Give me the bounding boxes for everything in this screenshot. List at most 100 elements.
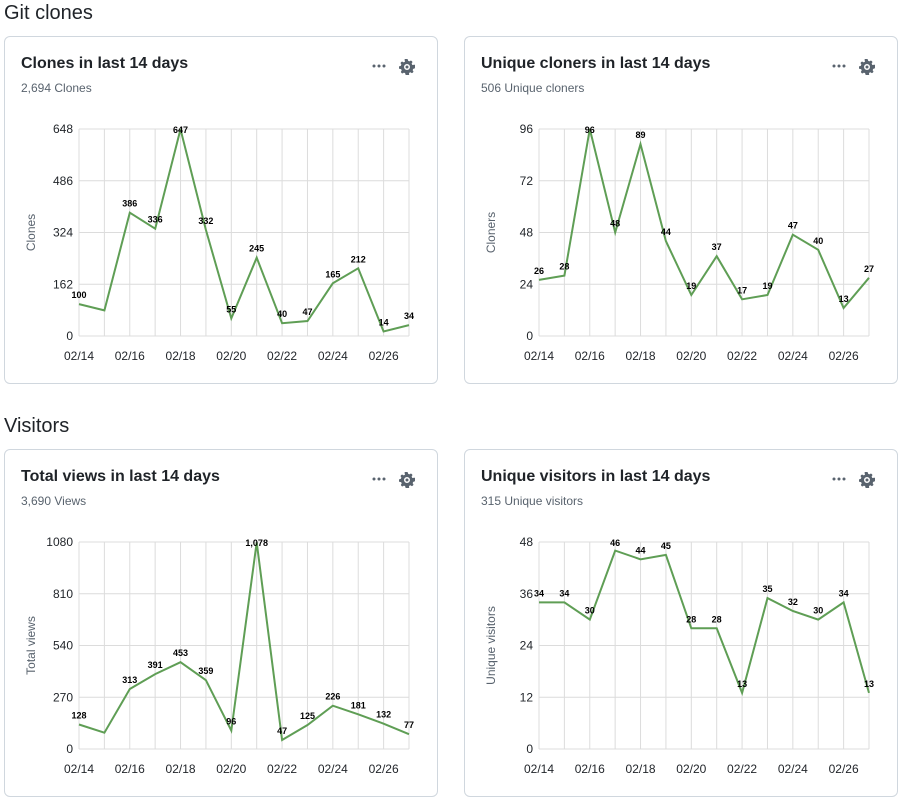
- x-tick-label: 02/16: [575, 762, 605, 776]
- data-label: 89: [636, 130, 646, 140]
- card-title: Unique visitors in last 14 days: [481, 468, 711, 485]
- x-tick-label: 02/16: [115, 762, 145, 776]
- data-label: 55: [226, 304, 236, 314]
- y-axis-label: Cloners: [484, 212, 498, 253]
- unique-visitors-card: Unique visitors in last 14 days 315 Uniq…: [464, 449, 898, 797]
- data-label: 1,078: [245, 538, 268, 548]
- data-label: 313: [122, 675, 137, 685]
- x-tick-label: 02/16: [575, 349, 605, 363]
- data-label: 100: [71, 290, 86, 300]
- data-label: 26: [534, 266, 544, 276]
- data-label: 47: [277, 726, 287, 736]
- series-line: [78, 542, 410, 742]
- clones-card: Clones in last 14 days 2,694 Clones 0 162…: [4, 36, 438, 384]
- y-tick-label: 540: [53, 639, 73, 653]
- kebab-horizontal-icon[interactable]: [369, 57, 389, 75]
- data-label: 13: [864, 679, 874, 689]
- data-label: 132: [376, 710, 391, 720]
- unique-cloners-line-chart: 0 24 48 72 96 02/14 02/16 02/18 02/20 02/22 02/24 0…: [484, 122, 874, 363]
- card-title: Total views in last 14 days: [21, 468, 220, 485]
- section-title-git-clones: Git clones: [4, 2, 93, 24]
- y-tick-label: 324: [53, 226, 73, 240]
- x-tick-label: 02/26: [829, 349, 859, 363]
- gear-icon[interactable]: [857, 470, 877, 490]
- data-label: 245: [249, 244, 264, 254]
- section-title-visitors: Visitors: [4, 415, 70, 437]
- x-tick-label: 02/18: [166, 349, 196, 363]
- x-tick-label: 02/20: [676, 349, 706, 363]
- y-tick-label: 648: [53, 122, 73, 136]
- x-tick-label: 02/14: [524, 349, 554, 363]
- gear-icon[interactable]: [857, 57, 877, 77]
- data-label: 40: [277, 309, 287, 319]
- x-tick-label: 02/14: [64, 762, 94, 776]
- y-tick-label: 72: [520, 174, 534, 188]
- card-subtitle: 315 Unique visitors: [481, 494, 584, 508]
- data-label: 128: [71, 710, 86, 720]
- data-label: 37: [712, 242, 722, 252]
- x-tick-label: 02/14: [524, 762, 554, 776]
- data-label: 48: [610, 219, 620, 229]
- x-tick-label: 02/18: [626, 349, 656, 363]
- data-label: 453: [173, 648, 188, 658]
- data-label: 647: [173, 125, 188, 135]
- data-label: 336: [148, 215, 163, 225]
- unique-visitors-line-chart: 0 12 24 36 48 02/14 02/16 02/18 02/20 02/22 02/24 0…: [484, 535, 874, 776]
- data-label: 27: [864, 264, 874, 274]
- x-tick-label: 02/22: [267, 762, 297, 776]
- x-tick-label: 02/22: [727, 762, 757, 776]
- y-tick-label: 810: [53, 587, 73, 601]
- data-label: 125: [300, 711, 315, 721]
- data-label: 47: [302, 307, 312, 317]
- y-axis-label: Unique visitors: [484, 606, 498, 685]
- gear-icon[interactable]: [397, 57, 417, 77]
- card-subtitle: 506 Unique cloners: [481, 81, 585, 95]
- y-tick-label: 1080: [46, 535, 73, 549]
- x-tick-label: 02/20: [676, 762, 706, 776]
- series-line: [539, 549, 870, 697]
- data-label: 13: [839, 294, 849, 304]
- clones-line-chart: 0 162 324 486 648 02/14 02/16 02/18 02/20 02/22 02…: [24, 122, 414, 363]
- data-label: 13: [737, 679, 747, 689]
- data-label: 28: [559, 262, 569, 272]
- data-label: 34: [404, 311, 414, 321]
- card-title: Clones in last 14 days: [21, 55, 189, 72]
- data-label: 30: [585, 606, 595, 616]
- data-label: 165: [325, 269, 340, 279]
- data-label: 32: [788, 597, 798, 607]
- data-label: 96: [585, 125, 595, 135]
- data-label: 40: [813, 236, 823, 246]
- card-title: Unique cloners in last 14 days: [481, 55, 711, 72]
- x-tick-label: 02/18: [166, 762, 196, 776]
- data-label: 332: [198, 216, 213, 226]
- data-label: 386: [122, 199, 137, 209]
- y-tick-label: 24: [520, 639, 534, 653]
- data-label: 14: [379, 318, 389, 328]
- data-label: 28: [686, 614, 696, 624]
- x-tick-label: 02/24: [318, 349, 348, 363]
- data-label: 77: [404, 720, 414, 730]
- data-label: 226: [325, 692, 340, 702]
- kebab-horizontal-icon[interactable]: [829, 57, 849, 75]
- x-tick-label: 02/14: [64, 349, 94, 363]
- x-tick-label: 02/20: [216, 349, 246, 363]
- gear-icon[interactable]: [397, 470, 417, 490]
- total-views-line-chart: 0 270 540 810 1080 02/14 02/16 02/18 02/20 02/22 0…: [24, 535, 414, 776]
- x-tick-label: 02/22: [727, 349, 757, 363]
- card-subtitle: 2,694 Clones: [21, 81, 92, 95]
- data-label: 212: [351, 254, 366, 264]
- x-tick-label: 02/22: [267, 349, 297, 363]
- x-tick-label: 02/24: [778, 762, 808, 776]
- x-tick-label: 02/18: [626, 762, 656, 776]
- y-tick-label: 162: [53, 277, 73, 291]
- y-tick-label: 0: [66, 329, 73, 343]
- data-label: 28: [712, 614, 722, 624]
- data-label: 34: [559, 588, 569, 598]
- kebab-horizontal-icon[interactable]: [829, 470, 849, 488]
- data-label: 35: [762, 584, 772, 594]
- kebab-horizontal-icon[interactable]: [369, 470, 389, 488]
- series-line: [538, 128, 870, 310]
- y-tick-label: 36: [520, 587, 534, 601]
- y-axis-label: Total views: [24, 616, 38, 675]
- data-label: 30: [813, 606, 823, 616]
